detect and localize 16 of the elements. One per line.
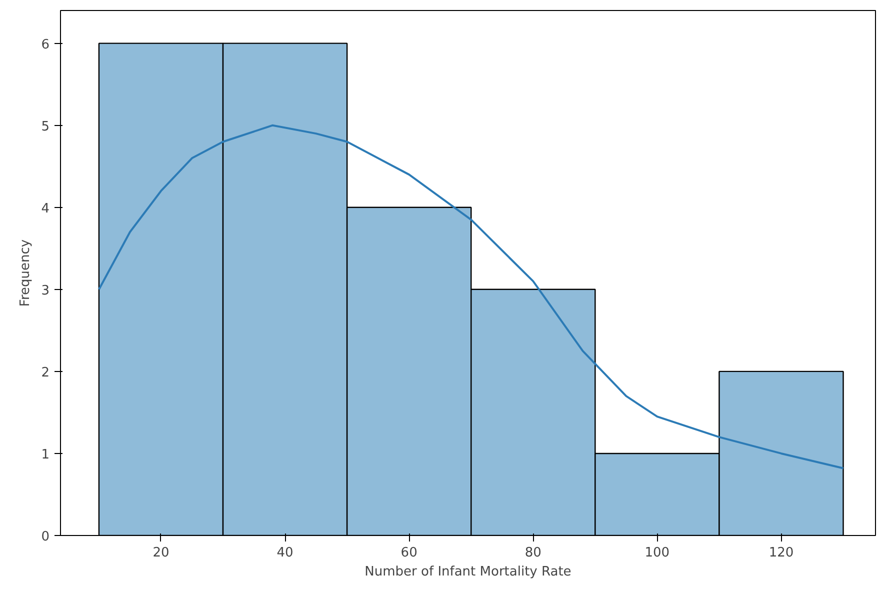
x-tick-label: 60 — [400, 546, 418, 560]
y-axis-title: Frequency — [18, 239, 34, 307]
x-tick-label: 100 — [644, 546, 670, 560]
y-tick-label: 3 — [41, 283, 50, 298]
x-axis-title: Number of Infant Mortality Rate — [364, 564, 572, 580]
y-tick-label: 2 — [41, 365, 50, 380]
x-tick-label: 80 — [524, 546, 542, 560]
y-tick-label: 4 — [41, 201, 50, 216]
y-tick-label: 6 — [41, 37, 50, 52]
x-tick-label: 120 — [768, 546, 794, 560]
x-tick-label: 20 — [152, 546, 170, 560]
x-tick-label: 40 — [276, 546, 294, 560]
y-tick-label: 5 — [41, 119, 50, 134]
y-tick-label: 0 — [41, 530, 50, 544]
y-tick-label: 1 — [41, 447, 50, 462]
line-series — [98, 124, 844, 470]
